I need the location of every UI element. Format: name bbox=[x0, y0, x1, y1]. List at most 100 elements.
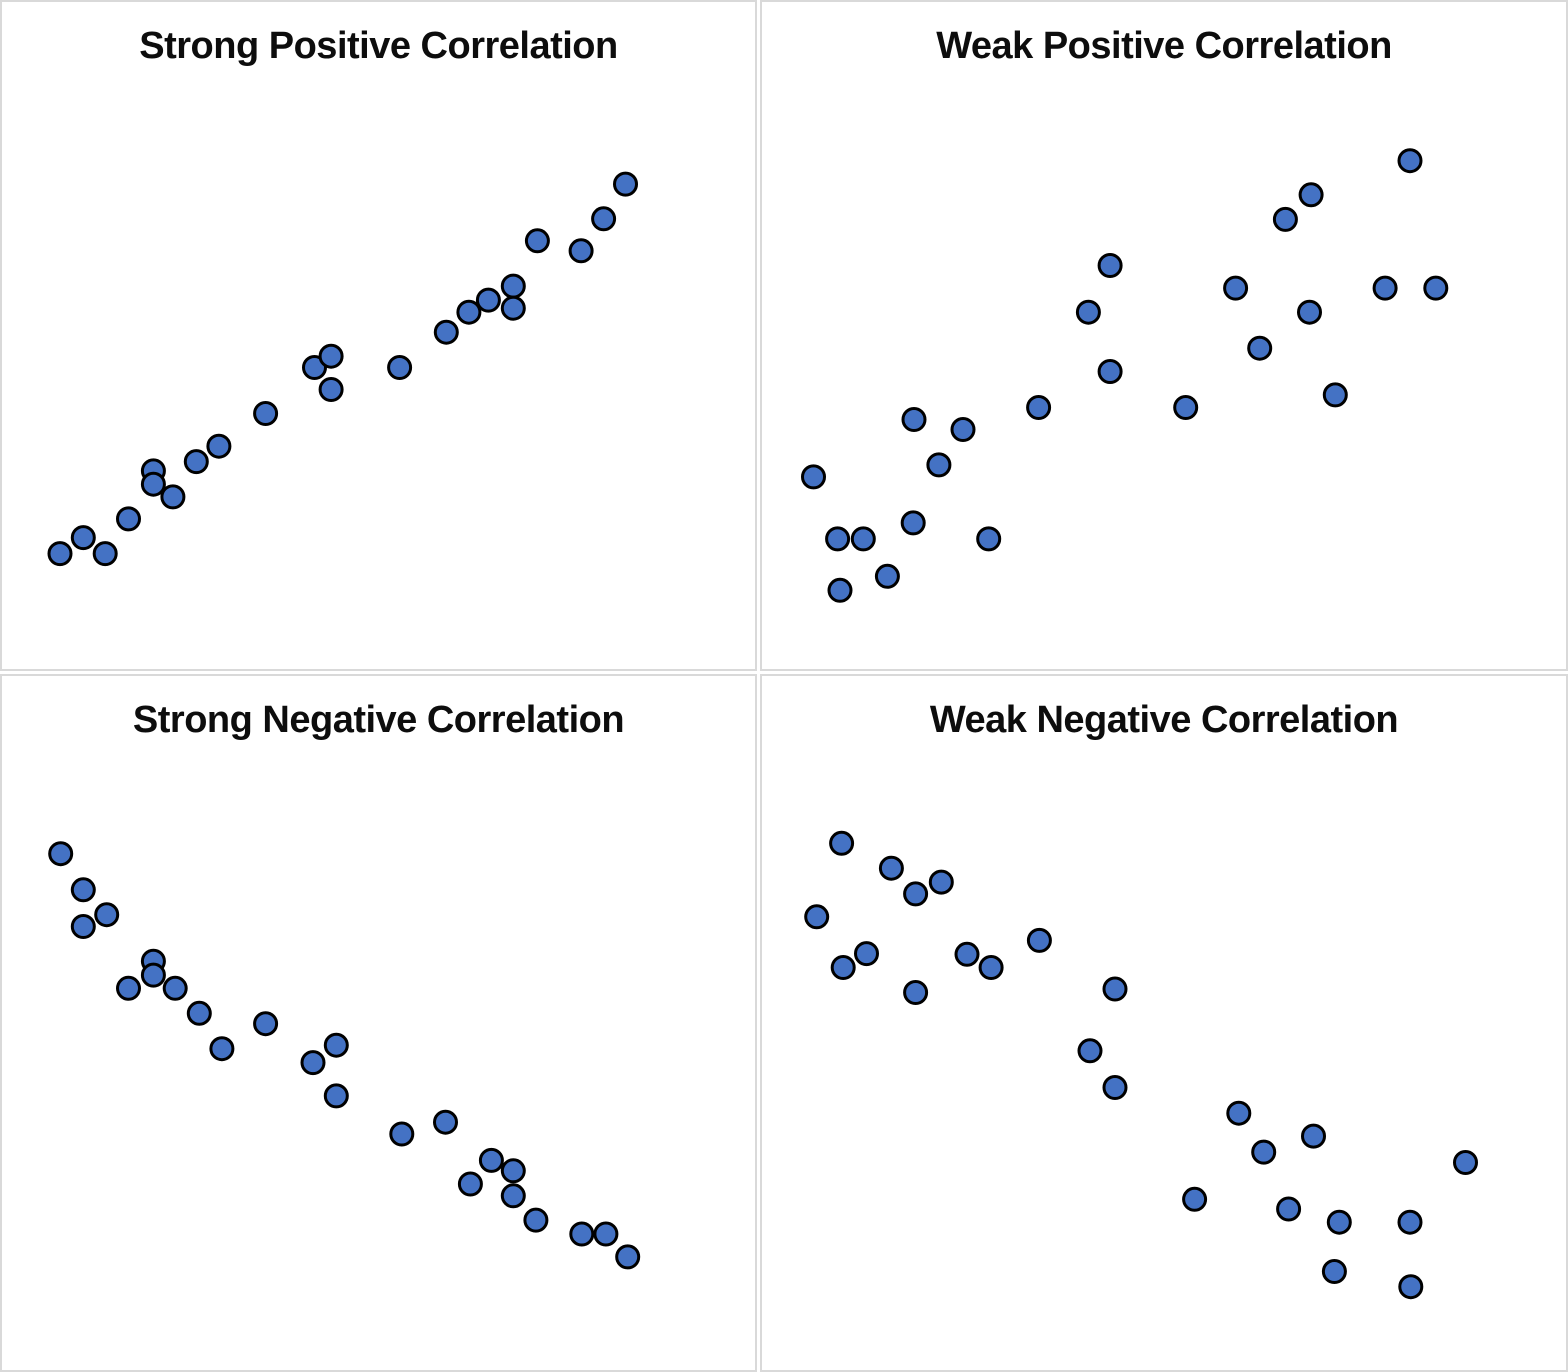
data-point bbox=[903, 980, 929, 1005]
data-point bbox=[568, 238, 594, 264]
data-point bbox=[500, 1183, 526, 1209]
data-point bbox=[926, 452, 952, 478]
data-point bbox=[1026, 395, 1052, 420]
data-point bbox=[978, 955, 1004, 980]
data-point bbox=[950, 417, 976, 442]
data-point bbox=[116, 975, 141, 1001]
data-point bbox=[116, 506, 141, 532]
data-point bbox=[162, 975, 188, 1001]
data-point bbox=[500, 1158, 526, 1184]
data-point bbox=[1453, 1150, 1478, 1175]
data-point bbox=[900, 510, 926, 536]
data-point bbox=[830, 955, 856, 980]
data-point bbox=[253, 401, 279, 426]
data-point bbox=[209, 1036, 235, 1062]
data-point bbox=[456, 299, 482, 325]
data-point bbox=[1423, 275, 1449, 301]
data-point bbox=[854, 941, 879, 967]
data-point bbox=[1301, 1123, 1326, 1149]
data-point bbox=[1097, 253, 1123, 278]
data-point bbox=[140, 471, 166, 497]
data-point bbox=[70, 525, 96, 551]
data-point bbox=[801, 464, 826, 490]
data-point bbox=[206, 433, 232, 459]
data-point bbox=[874, 563, 900, 589]
data-point bbox=[1298, 182, 1324, 208]
data-point bbox=[387, 355, 413, 380]
data-point bbox=[302, 355, 327, 380]
data-point bbox=[500, 295, 526, 321]
data-point bbox=[183, 449, 209, 475]
data-point bbox=[140, 962, 166, 988]
data-point bbox=[323, 1032, 349, 1058]
data-point bbox=[318, 377, 344, 402]
data-point bbox=[1097, 359, 1123, 384]
data-point bbox=[976, 526, 1002, 552]
data-point bbox=[92, 541, 118, 567]
data-point bbox=[48, 841, 74, 867]
data-point bbox=[300, 1050, 326, 1076]
data-point bbox=[1326, 1209, 1352, 1235]
data-point bbox=[1247, 335, 1273, 361]
data-point bbox=[1075, 299, 1101, 325]
data-point bbox=[1077, 1038, 1103, 1064]
data-point bbox=[569, 1221, 595, 1247]
data-point bbox=[70, 877, 96, 903]
data-point bbox=[1102, 976, 1128, 1002]
data-point bbox=[318, 343, 344, 369]
scatter-plot-weak-negative bbox=[804, 830, 1478, 1300]
data-point bbox=[829, 830, 855, 856]
data-point bbox=[323, 1083, 349, 1109]
data-point bbox=[878, 855, 904, 881]
data-point bbox=[1226, 1100, 1252, 1126]
panel-weak-positive-correlation: Weak Positive Correlation bbox=[760, 0, 1568, 671]
data-point bbox=[1102, 1075, 1128, 1100]
data-point bbox=[903, 881, 929, 907]
data-point bbox=[827, 577, 853, 603]
data-point bbox=[1272, 206, 1298, 232]
data-point bbox=[1397, 1209, 1423, 1235]
data-point bbox=[1182, 1186, 1208, 1212]
data-point bbox=[70, 914, 96, 939]
data-point bbox=[613, 171, 638, 197]
data-point bbox=[433, 319, 459, 345]
scatter-plot-weak-positive bbox=[801, 148, 1449, 603]
data-point bbox=[1321, 1259, 1347, 1284]
data-point bbox=[593, 1221, 619, 1247]
data-point bbox=[825, 526, 851, 552]
data-point bbox=[457, 1171, 483, 1197]
data-point bbox=[1276, 1196, 1302, 1222]
panel-strong-positive-correlation: Strong Positive Correlation bbox=[0, 0, 757, 671]
data-point bbox=[1297, 299, 1322, 325]
data-point bbox=[954, 941, 980, 967]
data-point bbox=[1223, 275, 1249, 301]
data-point bbox=[47, 541, 73, 567]
data-point bbox=[804, 904, 830, 930]
data-point bbox=[389, 1121, 415, 1147]
panel-strong-negative-correlation: Strong Negative Correlation bbox=[0, 674, 757, 1372]
data-point bbox=[1322, 382, 1348, 408]
data-point bbox=[928, 869, 954, 895]
data-point bbox=[1026, 927, 1052, 953]
data-point bbox=[1173, 395, 1199, 420]
scatter-plot-strong-negative bbox=[48, 841, 641, 1270]
data-point bbox=[524, 228, 550, 254]
data-point bbox=[850, 526, 876, 552]
scatter-plot-strong-positive bbox=[47, 171, 638, 567]
data-point bbox=[1398, 1274, 1424, 1300]
data-point bbox=[500, 273, 526, 299]
data-point bbox=[94, 902, 120, 928]
data-point bbox=[253, 1011, 279, 1037]
data-point bbox=[478, 1147, 504, 1173]
data-point bbox=[433, 1109, 458, 1135]
data-point bbox=[591, 206, 617, 232]
data-point bbox=[1397, 148, 1423, 174]
data-point bbox=[475, 287, 501, 313]
data-point bbox=[186, 1000, 212, 1026]
data-point bbox=[1372, 275, 1398, 301]
data-point bbox=[523, 1207, 549, 1233]
data-point bbox=[160, 484, 186, 510]
data-point bbox=[1251, 1139, 1277, 1165]
panel-weak-negative-correlation: Weak Negative Correlation bbox=[760, 674, 1568, 1372]
